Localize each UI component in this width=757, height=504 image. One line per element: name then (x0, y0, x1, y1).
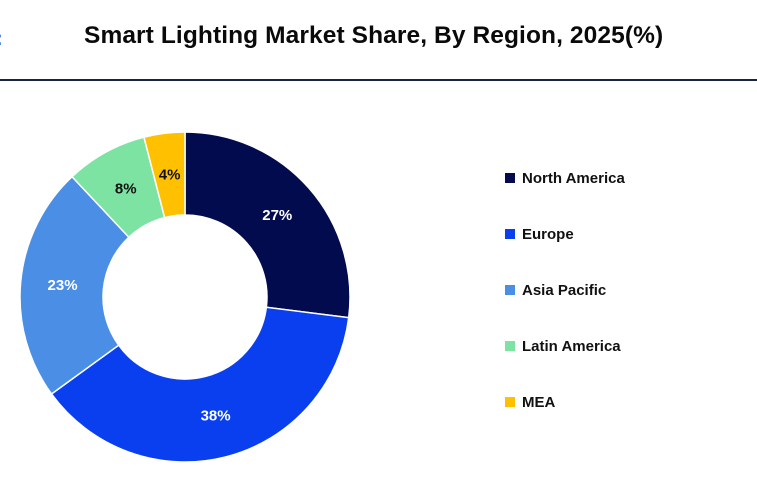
legend-item-europe: Europe (505, 224, 574, 244)
chart-header: : Smart Lighting Market Share, By Region… (0, 0, 757, 81)
legend-item-asia-pacific: Asia Pacific (505, 280, 606, 300)
data-label-north-america: 27% (262, 207, 292, 224)
donut-chart: 27% 38% 23% 8% 4% (19, 131, 351, 463)
legend-label: MEA (522, 393, 556, 411)
slice-north-america (184, 131, 351, 319)
legend-label: Europe (522, 225, 574, 243)
legend-label: North America (522, 169, 625, 187)
slice-mea (143, 131, 186, 219)
legend-label: Latin America (522, 337, 621, 355)
chart-title: Smart Lighting Market Share, By Region, … (84, 22, 664, 49)
data-label-latin-america: 8% (115, 181, 137, 198)
legend-label: Asia Pacific (522, 281, 607, 299)
legend-swatch (505, 341, 515, 351)
legend-item-latin-america: Latin America (505, 336, 621, 356)
data-label-mea: 4% (159, 166, 181, 183)
slice-europe (50, 306, 350, 463)
data-label-europe: 38% (201, 408, 231, 425)
legend-swatch (505, 397, 515, 407)
slice-asia-pacific (19, 175, 130, 396)
legend-swatch (505, 229, 515, 239)
data-label-asia-pacific: 23% (48, 277, 78, 294)
legend-item-north-america: North America (505, 168, 625, 188)
header-divider (0, 79, 757, 81)
cropped-logo-icon: : (0, 28, 3, 51)
legend-swatch (505, 173, 515, 183)
legend-item-mea: MEA (505, 392, 555, 412)
legend-swatch (505, 285, 515, 295)
